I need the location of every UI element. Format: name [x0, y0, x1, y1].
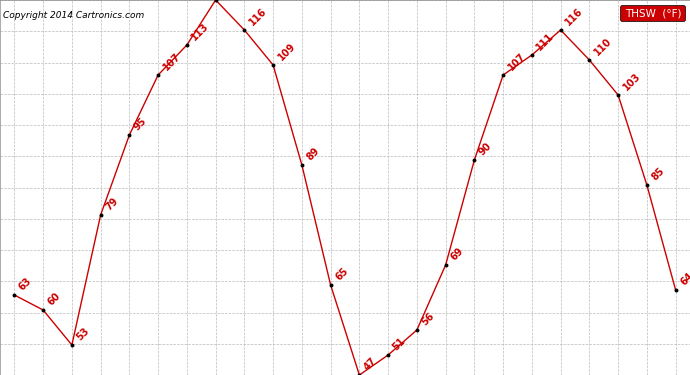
Text: Copyright 2014 Cartronics.com: Copyright 2014 Cartronics.com [3, 11, 145, 20]
Point [411, 327, 422, 333]
Text: 109: 109 [276, 41, 297, 62]
Point [181, 42, 193, 48]
Text: 116: 116 [247, 6, 268, 27]
Point [354, 372, 365, 375]
Text: 60: 60 [46, 291, 63, 307]
Point [613, 92, 624, 98]
Point [9, 292, 20, 298]
Text: 107: 107 [506, 51, 527, 72]
Text: 116: 116 [564, 6, 585, 27]
Point [670, 287, 681, 293]
Text: 65: 65 [333, 266, 350, 282]
Point [239, 27, 250, 33]
Text: 95: 95 [132, 116, 149, 132]
Point [526, 52, 538, 58]
Point [555, 27, 566, 33]
Point [325, 282, 336, 288]
Text: 64: 64 [678, 271, 690, 287]
Point [66, 342, 77, 348]
Point [642, 182, 653, 188]
Point [124, 132, 135, 138]
Point [440, 262, 451, 268]
Text: 113: 113 [190, 21, 211, 42]
Text: 56: 56 [420, 310, 436, 327]
Point [268, 62, 279, 68]
Text: 103: 103 [621, 71, 642, 92]
Text: 53: 53 [75, 326, 91, 342]
Point [497, 72, 509, 78]
Point [297, 162, 308, 168]
Text: 51: 51 [391, 336, 408, 352]
Text: 89: 89 [305, 146, 322, 162]
Text: 63: 63 [17, 276, 34, 292]
Text: 90: 90 [477, 141, 494, 157]
Text: 69: 69 [448, 246, 465, 262]
Point [95, 212, 106, 218]
Text: 107: 107 [161, 51, 182, 72]
Point [469, 157, 480, 163]
Point [584, 57, 595, 63]
Point [152, 72, 164, 78]
Text: 79: 79 [104, 196, 120, 212]
Point [210, 0, 221, 3]
Legend: THSW  (°F): THSW (°F) [620, 5, 684, 21]
Point [37, 307, 48, 313]
Text: 47: 47 [362, 356, 379, 372]
Text: 110: 110 [592, 36, 613, 57]
Text: 111: 111 [535, 31, 556, 52]
Text: 85: 85 [650, 165, 667, 182]
Point [382, 352, 393, 358]
